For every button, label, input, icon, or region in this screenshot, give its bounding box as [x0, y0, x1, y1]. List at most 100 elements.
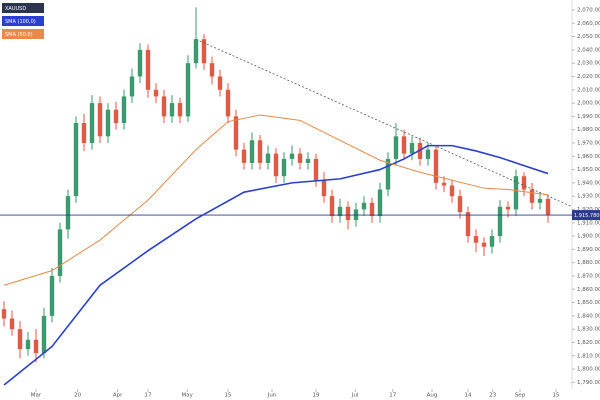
last-price-label: 1,915.7800 [574, 213, 600, 219]
candle-body [177, 103, 183, 117]
candle-body [145, 49, 151, 90]
candle-body [265, 153, 271, 163]
legend-label: SMA (100,0) [5, 19, 36, 25]
candle-body [433, 149, 439, 183]
candle-body [473, 236, 479, 243]
candle-body [305, 158, 311, 163]
x-tick-label: 23 [489, 393, 496, 399]
candle-body [489, 236, 495, 247]
candle-body [513, 176, 519, 210]
sma-line [3, 144, 549, 386]
x-tick-label: 15 [553, 393, 560, 399]
candle-body [545, 198, 551, 215]
y-tick-label: 1,840.0000 [577, 313, 600, 319]
candle-body [425, 149, 431, 159]
candle-body [529, 189, 535, 203]
y-tick-label: 1,800.0000 [577, 367, 600, 373]
candle-body [193, 39, 199, 64]
candle-body [289, 153, 295, 159]
sma-line [3, 114, 549, 286]
y-tick-label: 1,830.0000 [577, 327, 600, 333]
candle-body [233, 116, 239, 150]
candle-body [497, 206, 503, 237]
y-tick-label: 1,980.0000 [577, 127, 600, 133]
candle-body [409, 142, 415, 154]
candle-body [97, 103, 103, 137]
x-tick-label: 15 [225, 393, 232, 399]
candle-body [401, 136, 407, 154]
candle-body [481, 242, 487, 247]
y-tick-label: 1,960.0000 [577, 154, 600, 160]
x-tick-label: Jul [351, 393, 359, 399]
candle-body [161, 96, 167, 117]
candle-body [369, 202, 375, 217]
candle-body [65, 196, 71, 230]
candle-body [121, 96, 127, 124]
legend-box [2, 29, 44, 39]
candle-body [393, 136, 399, 159]
y-tick-label: 2,070.0000 [577, 7, 600, 13]
candle-body [457, 196, 463, 213]
candle-body [465, 212, 471, 237]
x-tick-label: Aug [427, 393, 438, 399]
candle-body [89, 103, 95, 143]
candle-body [521, 176, 527, 190]
candle-body [313, 158, 319, 181]
candle-body [329, 196, 335, 217]
candle-body [105, 109, 111, 137]
candle-body [297, 153, 303, 163]
candle-body [129, 76, 135, 97]
candle-body [385, 158, 391, 190]
candle-body [81, 123, 87, 143]
candle-body [281, 158, 287, 177]
y-tick-label: 1,860.0000 [577, 287, 600, 293]
candle-body [225, 89, 231, 117]
y-tick-label: 2,010.0000 [577, 87, 600, 93]
y-tick-label: 2,050.0000 [577, 34, 600, 40]
legend-box [2, 16, 44, 26]
trendline [195, 38, 573, 208]
candle-body [209, 63, 215, 77]
candle-body [137, 49, 143, 77]
y-tick-label: 1,950.0000 [577, 167, 600, 173]
candle-body [377, 189, 383, 217]
candle-body [449, 185, 455, 197]
candle-body [273, 153, 279, 177]
candle-body [153, 89, 159, 97]
candle-body [321, 180, 327, 197]
candle-body [169, 103, 175, 117]
x-tick-label: 17 [145, 393, 152, 399]
candle-body [337, 206, 343, 217]
candle-body [25, 339, 31, 350]
candle-body [249, 140, 255, 163]
y-tick-label: 1,990.0000 [577, 114, 600, 120]
y-tick-label: 1,920.0000 [577, 207, 600, 213]
candle-body [113, 109, 119, 124]
y-tick-label: 1,930.0000 [577, 194, 600, 200]
y-tick-label: 1,940.0000 [577, 180, 600, 186]
x-tick-label: 19 [313, 393, 320, 399]
y-tick-label: 2,030.0000 [577, 61, 600, 67]
candle-body [1, 309, 7, 319]
last-price-box [572, 210, 600, 221]
y-tick-label: 1,900.0000 [577, 234, 600, 240]
candle-body [241, 149, 247, 163]
y-tick-label: 1,970.0000 [577, 140, 600, 146]
x-tick-label: 17 [389, 393, 396, 399]
y-tick-label: 1,880.0000 [577, 260, 600, 266]
candle-body [9, 318, 15, 330]
candle-body [57, 229, 63, 276]
y-tick-label: 1,850.0000 [577, 300, 600, 306]
x-tick-label: Apr [113, 393, 123, 399]
candle-body [185, 63, 191, 117]
y-tick-label: 2,040.0000 [577, 47, 600, 53]
candle-body [201, 39, 207, 64]
y-tick-label: 1,820.0000 [577, 340, 600, 346]
x-tick-label: Jun [267, 393, 277, 399]
y-tick-label: 1,910.0000 [577, 220, 600, 226]
legend-symbol: XAUUSD [5, 6, 26, 12]
y-tick-label: 2,060.0000 [577, 21, 600, 27]
